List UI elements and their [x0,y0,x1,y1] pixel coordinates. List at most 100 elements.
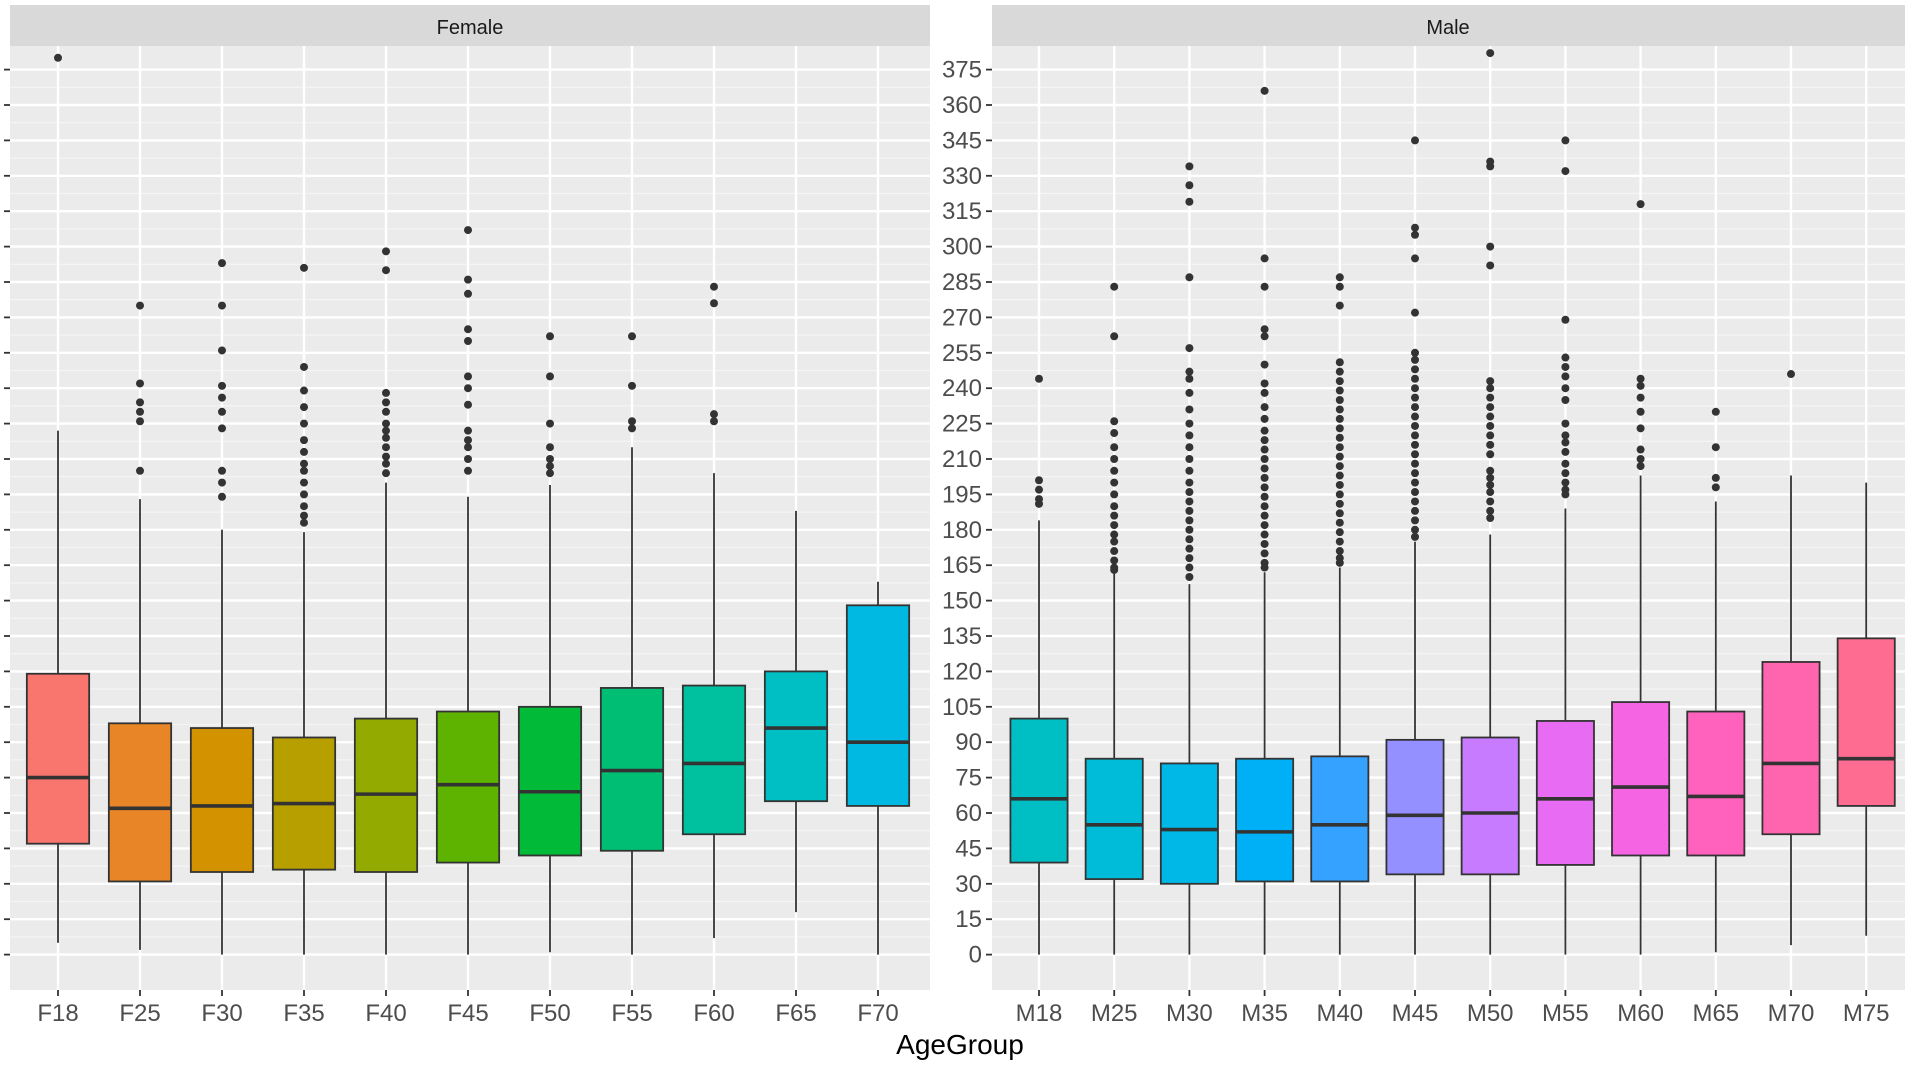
box-body [25,672,91,845]
outlier-point [136,466,144,475]
y-tick-label: 315 [942,198,982,225]
outlier-point [1260,282,1269,291]
outlier-point [1110,282,1119,291]
box-body [1460,736,1520,876]
outlier-point [628,417,636,426]
box-M45 [1385,136,1445,955]
box-M75 [1836,482,1896,936]
outlier-point [1561,136,1570,145]
outlier-point [464,325,472,334]
outlier-point [1411,230,1419,239]
male-strip [992,5,1905,46]
outlier-point [1110,502,1119,511]
outlier-point [382,452,390,461]
box-body [189,727,255,873]
outlier-point [1185,273,1194,282]
outlier-point [1411,440,1419,449]
outlier-point [1335,433,1344,442]
outlier-point [218,466,226,475]
outlier-point [1561,469,1570,478]
outlier-point [1411,403,1419,412]
outlier-point [1486,480,1495,489]
outlier-point [1411,136,1419,145]
outlier-point [1636,374,1645,383]
outlier-point [1035,476,1043,485]
outlier-point [1260,436,1269,445]
outlier-point [1335,509,1344,518]
outlier-point [464,436,472,445]
box-M55 [1535,136,1595,955]
outlier-point [1561,478,1570,487]
y-tick-label: 270 [942,304,982,331]
outlier-point [300,518,308,527]
outlier-point [300,502,308,511]
outlier-point [1110,417,1119,426]
outlier-point [300,362,308,371]
outlier-point [1561,362,1570,371]
outlier-point [1110,466,1119,475]
box-body [107,722,173,883]
outlier-point [218,478,226,487]
x-tick-label-M25: M25 [1091,1000,1138,1027]
box-body [1009,717,1069,864]
outlier-point [464,226,472,235]
y-tick-label: 0 [969,942,982,969]
outlier-point [1486,403,1495,412]
outlier-point [628,424,636,433]
box-body [1310,755,1370,883]
x-tick-label-M50: M50 [1467,1000,1514,1027]
box-M65 [1686,407,1746,953]
outlier-point [1411,497,1419,506]
x-tick-label-M35: M35 [1241,1000,1288,1027]
outlier-point [1486,488,1495,497]
outlier-point [1486,384,1495,393]
outlier-point [1335,518,1344,527]
outlier-point [218,346,226,355]
outlier-point [1486,421,1495,430]
box-M60 [1611,200,1671,955]
outlier-point [1260,254,1269,263]
outlier-point [1561,438,1570,447]
y-tick-label: 225 [942,411,982,438]
y-tick-label: 375 [942,57,982,84]
box-body [517,705,583,857]
outlier-point [136,301,144,310]
y-tick-label: 345 [942,127,982,154]
outlier-point [1561,167,1570,176]
box-F60 [681,282,747,939]
box-M18 [1009,374,1069,955]
outlier-point [1110,511,1119,520]
outlier-point [1185,344,1194,353]
outlier-point [1411,450,1419,459]
outlier-point [218,393,226,402]
male-panel-background [992,46,1905,990]
outlier-point [382,247,390,256]
outlier-point [1110,547,1119,556]
outlier-point [1561,419,1570,428]
outlier-point [1486,412,1495,421]
outlier-point [464,275,472,284]
outlier-point [1335,462,1344,471]
outlier-point [1185,554,1194,563]
outlier-point [300,263,308,272]
y-tick-label: 75 [955,765,982,792]
outlier-point [382,407,390,416]
outlier-point [382,433,390,442]
outlier-point [1110,521,1119,530]
x-tick-label-M60: M60 [1617,1000,1664,1027]
x-tick-label-M70: M70 [1768,1000,1815,1027]
y-tick-label: 210 [942,446,982,473]
outlier-point [300,447,308,456]
box-M50 [1460,49,1520,955]
box-M30 [1159,162,1219,955]
outlier-point [1185,525,1194,534]
outlier-point [1335,424,1344,433]
outlier-point [1260,464,1269,473]
outlier-point [1636,455,1645,463]
outlier-point [1260,403,1269,412]
outlier-point [1636,381,1645,390]
y-tick-label: 45 [955,835,982,862]
outlier-point [464,384,472,393]
outlier-point [1335,301,1344,310]
y-tick-label: 30 [955,871,982,898]
